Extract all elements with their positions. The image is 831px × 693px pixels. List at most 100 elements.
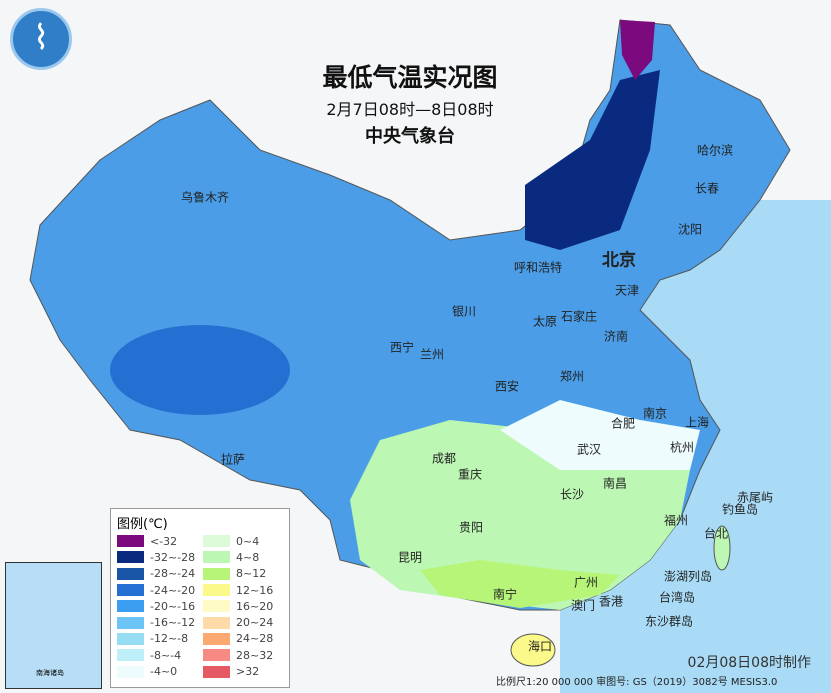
map-title: 最低气温实况图	[322, 63, 498, 92]
legend-label: 8~12	[236, 567, 267, 581]
city-label: 上海	[684, 415, 710, 430]
city-label: 海口	[527, 639, 553, 654]
legend-swatch	[117, 600, 144, 613]
city-label: 台北	[703, 526, 729, 541]
legend-label: -32~-28	[150, 550, 196, 564]
city-label: 天津	[614, 283, 640, 298]
city-label: 西安	[494, 379, 520, 394]
map-period: 2月7日08时—8日08时	[326, 100, 494, 119]
city-label: 香港	[598, 594, 624, 609]
legend-item: 12~16	[203, 582, 273, 598]
city-label: 澳门	[570, 598, 596, 613]
city-label: 台湾岛	[658, 590, 696, 605]
legend-label: 16~20	[236, 599, 274, 613]
city-label: 长沙	[559, 487, 585, 502]
city-label: 武汉	[576, 442, 602, 457]
legend-swatch	[117, 649, 144, 662]
legend-label: -12~-8	[150, 632, 189, 646]
city-label: 乌鲁木齐	[180, 190, 230, 205]
legend-title: 图例(℃)	[117, 517, 168, 532]
city-label: 钓鱼岛	[721, 502, 759, 517]
legend-swatch	[117, 584, 144, 597]
city-label: 长春	[694, 181, 720, 196]
taiwan	[713, 525, 731, 571]
legend-item: -4~0	[117, 663, 195, 679]
legend-label: 12~16	[236, 583, 274, 597]
city-label: 南昌	[602, 476, 628, 491]
city-label: 成都	[431, 451, 457, 466]
city-label: 福州	[663, 513, 689, 528]
legend-label: -24~-20	[150, 583, 196, 597]
legend-label: -4~0	[150, 665, 178, 679]
city-label: 郑州	[559, 369, 585, 384]
legend-item: <-32	[117, 533, 195, 549]
legend-label: -28~-24	[150, 567, 196, 581]
city-label: 贵阳	[458, 520, 484, 535]
mild-east	[500, 400, 700, 470]
city-label: 南京	[642, 406, 668, 421]
legend-swatch	[117, 567, 144, 580]
city-label: 济南	[603, 329, 629, 344]
legend-item: 0~4	[203, 533, 273, 549]
city-label: 兰州	[419, 347, 445, 362]
legend-swatch	[203, 567, 230, 580]
legend-swatch	[203, 616, 230, 629]
city-label: 合肥	[610, 416, 636, 431]
legend-swatch	[203, 649, 230, 662]
scale-note: 比例尺1:20 000 000 审图号: GS（2019）3082号 MESIS…	[496, 677, 778, 688]
legend-label: 24~28	[236, 632, 274, 646]
legend-swatch	[117, 632, 144, 645]
legend-item: 20~24	[203, 614, 273, 630]
legend-item: -28~-24	[117, 566, 195, 582]
legend-swatch	[203, 632, 230, 645]
legend-label: <-32	[150, 534, 178, 548]
city-label: 西宁	[389, 340, 415, 355]
legend-label: >32	[236, 665, 260, 679]
cold-core-north	[525, 70, 660, 250]
legend-swatch	[203, 600, 230, 613]
legend-swatch	[117, 665, 144, 678]
city-label: 重庆	[457, 467, 483, 482]
legend-item: -16~-12	[117, 614, 195, 630]
city-label: 北京	[602, 250, 636, 271]
city-label: 东沙群岛	[644, 614, 694, 629]
legend-label: 28~32	[236, 648, 274, 662]
legend-swatch	[203, 535, 230, 548]
city-label: 昆明	[397, 550, 423, 565]
legend-item: -12~-8	[117, 631, 195, 647]
city-label: 沈阳	[677, 222, 703, 237]
city-label: 银川	[451, 304, 477, 319]
hainan	[510, 633, 556, 667]
legend-swatch	[203, 551, 230, 564]
tibet-cold	[110, 325, 290, 415]
legend-label: -20~-16	[150, 599, 196, 613]
legend-label: 0~4	[236, 534, 260, 548]
legend-label: -8~-4	[150, 648, 182, 662]
city-label: 赤尾屿	[736, 490, 774, 505]
warm-south	[350, 420, 690, 610]
city-label: 广州	[573, 575, 599, 590]
city-label: 拉萨	[220, 452, 246, 467]
city-label: 太原	[532, 314, 558, 329]
legend-item: -32~-28	[117, 549, 195, 565]
city-label: 澎湖列岛	[663, 569, 713, 584]
legend-swatch	[117, 551, 144, 564]
legend-item: -8~-4	[117, 647, 195, 663]
legend-label: 20~24	[236, 616, 274, 630]
city-label: 石家庄	[560, 309, 598, 324]
map-agency: 中央气象台	[365, 126, 455, 147]
city-label: 呼和浩特	[513, 260, 563, 275]
legend-item: >32	[203, 663, 273, 679]
city-label: 南宁	[492, 587, 518, 602]
cma-logo: ⌇	[10, 8, 72, 70]
legend-swatch	[203, 665, 230, 678]
map-title-block: 最低气温实况图 2月7日08时—8日08时 中央气象台	[260, 58, 560, 148]
legend: 图例(℃) <-32 -32~-28 -28~-24 -24~-20 -20~-16 -1…	[110, 508, 290, 688]
legend-item: 24~28	[203, 631, 273, 647]
south-china-sea-inset: 南海诸岛	[5, 562, 102, 689]
legend-swatch	[203, 584, 230, 597]
made-time: 02月08日08时制作	[687, 655, 811, 671]
city-label: 杭州	[669, 440, 695, 455]
inset-label: 南海诸岛	[36, 669, 64, 677]
